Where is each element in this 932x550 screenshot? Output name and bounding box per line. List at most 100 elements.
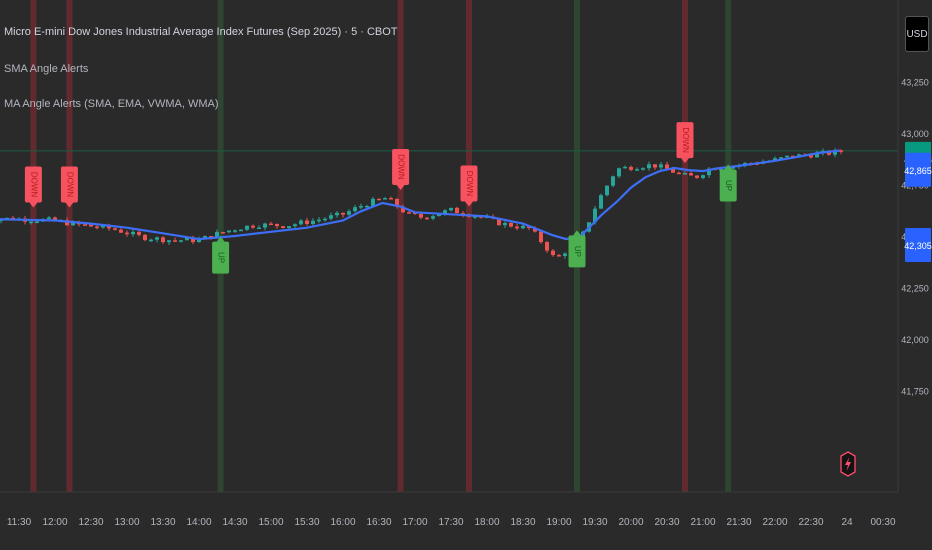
candle: [263, 223, 267, 228]
alert-label-down: DOWN: [60, 166, 78, 208]
candle: [431, 216, 435, 219]
candle: [65, 220, 69, 226]
alert-label-down: DOWN: [24, 166, 42, 208]
alert-label-text: UP: [724, 180, 733, 191]
candle: [425, 217, 429, 220]
candle: [197, 239, 201, 243]
x-tick-label: 12:00: [42, 517, 67, 528]
currency-button[interactable]: USD: [905, 16, 929, 52]
moving-average-line: [0, 149, 840, 241]
candle: [89, 224, 93, 227]
alert-label-pointer: [216, 236, 225, 242]
candle: [395, 198, 399, 207]
x-tick-label: 00:30: [870, 517, 895, 528]
alert-label-text: DOWN: [396, 154, 405, 180]
candle: [341, 212, 345, 215]
candle: [809, 155, 813, 158]
candle: [629, 166, 633, 170]
candle: [191, 237, 195, 243]
y-tick-label: 41,750: [901, 387, 929, 397]
chart-title[interactable]: Micro E-mini Dow Jones Industrial Averag…: [4, 26, 398, 38]
x-tick-label: 20:30: [654, 517, 679, 528]
x-tick-label: 22:00: [762, 517, 787, 528]
candle: [659, 164, 663, 168]
candle: [149, 239, 153, 242]
candle: [293, 224, 297, 227]
x-tick-label: 18:30: [510, 517, 535, 528]
candle: [419, 213, 423, 218]
alert-label-box: [568, 235, 586, 268]
candle: [71, 221, 75, 226]
alert-label-box: [212, 241, 230, 274]
alert-label-up: UP: [568, 230, 586, 268]
candle: [281, 226, 285, 228]
candle: [677, 172, 681, 175]
x-tick-label: 18:00: [474, 517, 499, 528]
candle: [317, 219, 321, 222]
candle: [545, 242, 549, 251]
candle: [371, 198, 375, 206]
alert-column-down: [66, 0, 73, 492]
lightning-logo-icon: [840, 451, 856, 477]
x-tick-label: 19:00: [546, 517, 571, 528]
candle: [605, 185, 609, 196]
alert-label-pointer: [29, 202, 38, 208]
candle: [335, 212, 339, 216]
candle: [101, 225, 105, 228]
candle: [779, 157, 783, 159]
candle: [665, 164, 669, 169]
price-tag: 42,305: [904, 228, 932, 262]
alert-label-text: DOWN: [681, 128, 690, 154]
alert-label-text: DOWN: [29, 172, 38, 198]
candle: [167, 240, 171, 243]
alert-label-box: [676, 122, 694, 159]
alert-label-box: [24, 166, 42, 203]
candle: [113, 228, 117, 230]
candle: [539, 231, 543, 243]
alert-label-box: [719, 169, 737, 202]
candle: [173, 240, 177, 242]
x-tick-label: 16:00: [330, 517, 355, 528]
candle: [557, 255, 561, 257]
candle: [695, 175, 699, 178]
candle: [833, 150, 837, 155]
candle: [311, 220, 315, 224]
candle: [551, 250, 555, 256]
price-axis: [898, 0, 932, 550]
price-tag-box: [905, 152, 931, 187]
candle: [269, 223, 273, 226]
candle: [299, 220, 303, 225]
candle: [533, 228, 537, 232]
alert-label-up: UP: [719, 164, 737, 202]
alert-label-down: DOWN: [392, 148, 410, 190]
candle: [611, 176, 615, 186]
candle: [161, 237, 165, 243]
candle: [275, 223, 279, 227]
candle: [377, 198, 381, 201]
alert-label-down: DOWN: [676, 122, 694, 164]
candle: [383, 198, 387, 200]
candle: [119, 229, 123, 233]
candle: [47, 217, 51, 219]
alert-label-pointer: [465, 201, 473, 207]
time-axis: [0, 492, 932, 550]
candle: [437, 214, 441, 217]
candle: [353, 207, 357, 212]
candle: [227, 230, 231, 233]
indicator-legend-sma-angle[interactable]: SMA Angle Alerts: [4, 63, 89, 75]
candle: [671, 168, 675, 173]
alert-label-pointer: [681, 158, 689, 164]
candle: [521, 225, 525, 229]
indicator-legend-ma-angle[interactable]: MA Angle Alerts (SMA, EMA, VWMA, WMA): [4, 98, 219, 110]
x-tick-label: 15:00: [258, 517, 283, 528]
candle: [623, 166, 627, 169]
candle: [449, 207, 453, 211]
x-tick-label: 13:00: [114, 517, 139, 528]
alert-label-text: UP: [216, 252, 225, 263]
plot-area: [0, 0, 898, 492]
candle: [563, 253, 567, 256]
candle: [53, 217, 57, 221]
candle: [389, 198, 393, 200]
